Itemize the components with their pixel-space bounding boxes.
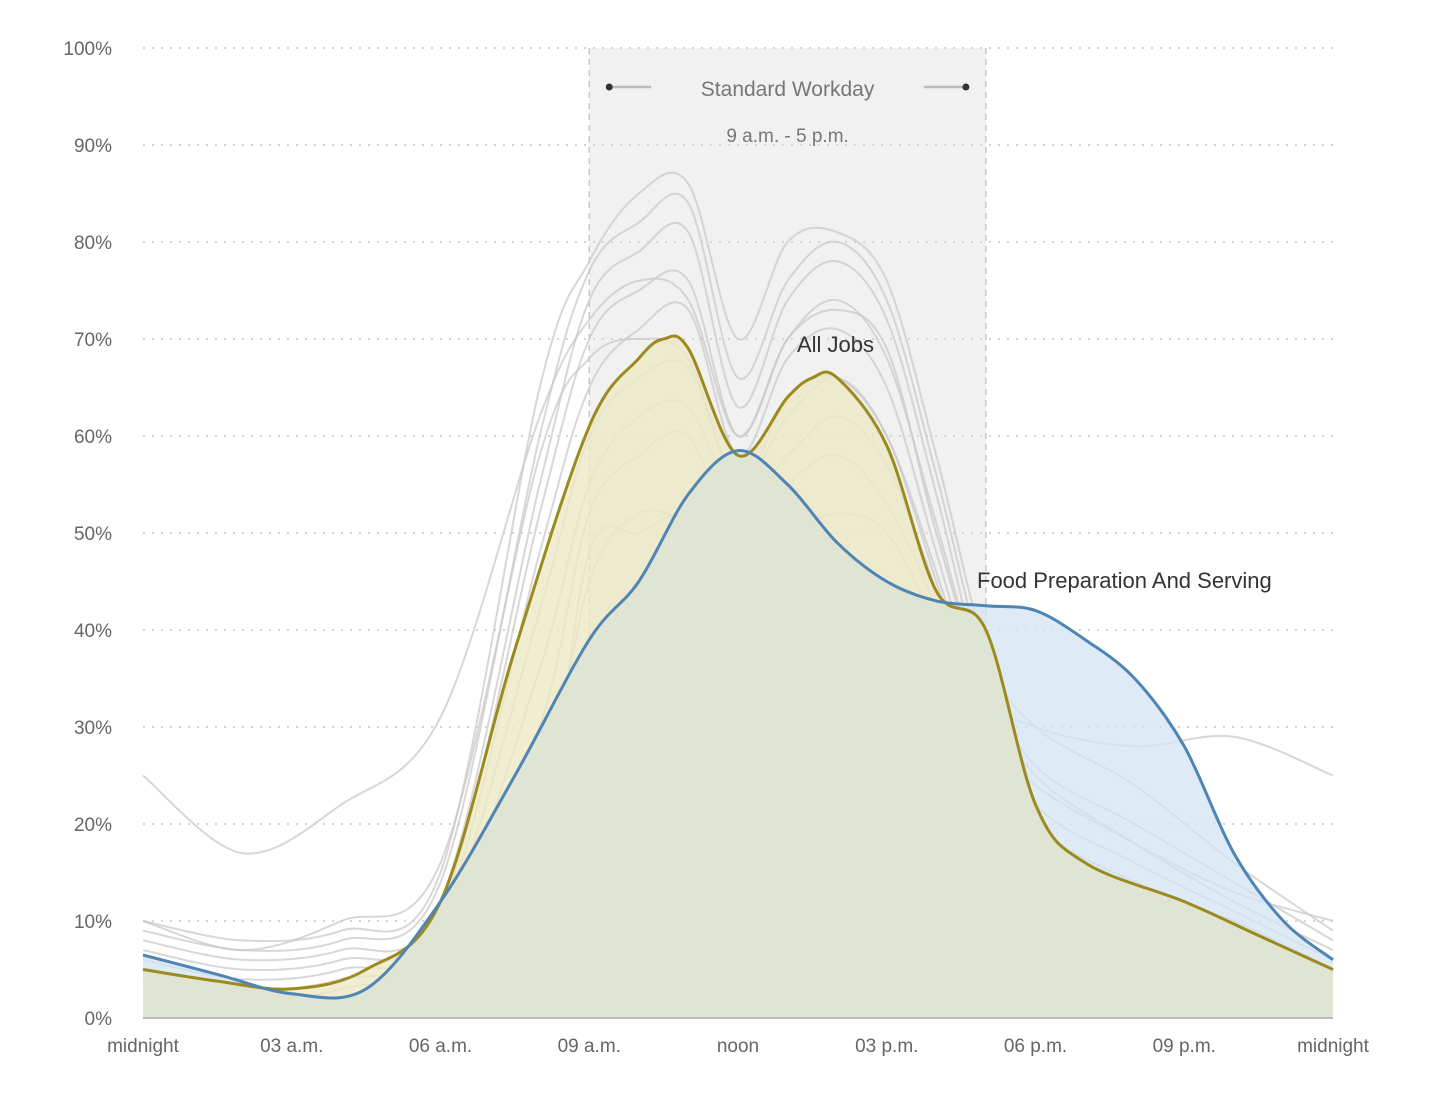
- y-tick-label: 80%: [74, 233, 112, 254]
- x-tick-label: 03 p.m.: [855, 1036, 918, 1057]
- y-tick-label: 0%: [85, 1009, 113, 1030]
- all-jobs-label: All Jobs: [797, 332, 874, 357]
- y-tick-label: 60%: [74, 427, 112, 448]
- axis-layer: 0% 10% 20% 30% 40% 50% 60% 70% 80% 90% 100% midnigh…: [63, 39, 1369, 1057]
- x-tick-label: 06 a.m.: [409, 1036, 472, 1057]
- y-tick-label: 10%: [74, 912, 112, 933]
- y-tick-label: 70%: [74, 330, 112, 351]
- food-preparation-label: Food Preparation And Serving: [977, 568, 1272, 593]
- all-jobs-line: [142, 334, 1334, 991]
- workday-right-arrowhead: [962, 83, 970, 91]
- label-layer: Standard Workday 9 a.m. - 5 p.m. All Jobs F…: [605, 78, 1272, 593]
- food-preparation-line: [142, 449, 1334, 1000]
- y-tick-label: 50%: [74, 524, 112, 545]
- x-tick-label: midnight: [107, 1036, 180, 1057]
- y-tick-label: 90%: [74, 136, 112, 157]
- x-tick-label: 06 p.m.: [1004, 1036, 1067, 1057]
- y-tick-label: 30%: [74, 718, 112, 739]
- overlap-area: [143, 450, 1333, 1018]
- y-tick-label: 20%: [74, 815, 112, 836]
- x-tick-label: 09 p.m.: [1153, 1036, 1216, 1057]
- workday-left-arrowhead: [605, 83, 613, 91]
- x-tick-label: noon: [717, 1036, 759, 1057]
- workday-subtitle: 9 a.m. - 5 p.m.: [726, 126, 848, 147]
- x-tick-label: 03 a.m.: [260, 1036, 323, 1057]
- y-tick-label: 100%: [63, 39, 112, 60]
- x-tick-label: 09 a.m.: [558, 1036, 621, 1057]
- workday-title: Standard Workday: [701, 78, 875, 101]
- x-tick-label: midnight: [1297, 1036, 1370, 1057]
- y-tick-label: 40%: [74, 621, 112, 642]
- series-layer: [142, 334, 1334, 1019]
